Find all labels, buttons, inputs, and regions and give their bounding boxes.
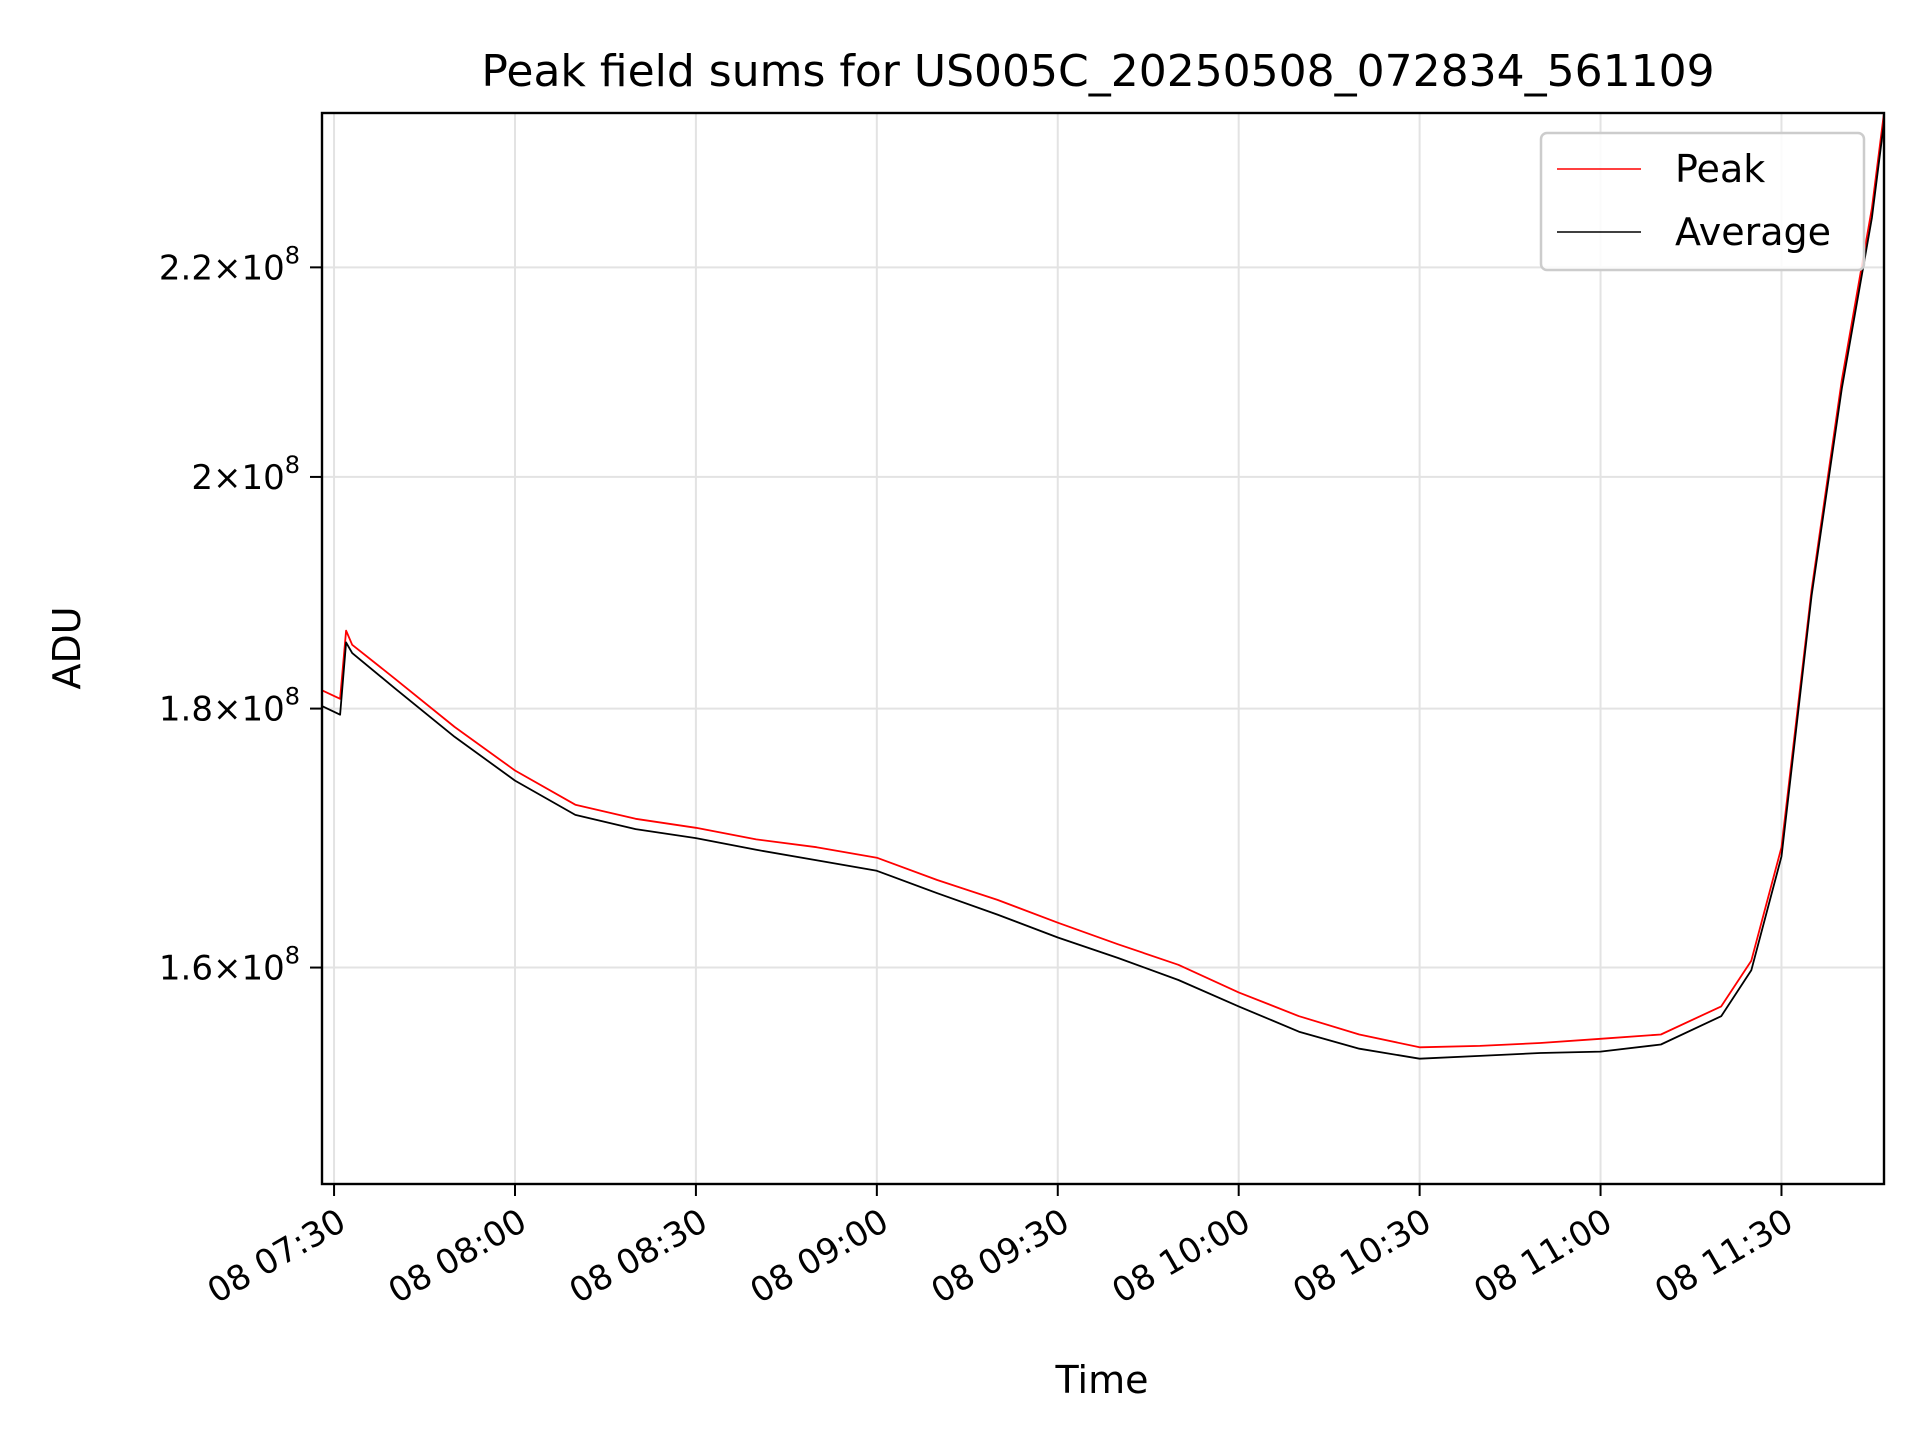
y-tick-label: 1.8×108 <box>159 683 300 730</box>
series-layer <box>321 112 1885 1060</box>
legend: Peak Average <box>1539 131 1866 272</box>
x-tick-label: 08 07:30 <box>201 1201 353 1312</box>
legend-label-peak: Peak <box>1675 147 1765 191</box>
x-tick-label: 08 09:30 <box>925 1201 1077 1312</box>
y-axis-ticks: 1.6×108 1.8×108 2×108 2.2×108 <box>159 241 322 989</box>
y-tick-label: 2×108 <box>191 451 300 498</box>
x-axis-ticks: 08 07:30 08 08:00 08 08:30 08 09:00 08 09:30… <box>201 1184 1800 1312</box>
y-tick-label: 2.2×108 <box>159 241 300 288</box>
x-tick-label: 08 08:30 <box>563 1201 715 1312</box>
grid-lines <box>322 113 1884 1184</box>
plot-frame <box>320 111 1886 1186</box>
x-tick-label: 08 10:30 <box>1286 1201 1438 1312</box>
series-line-average <box>321 122 1885 1060</box>
legend-label-average: Average <box>1675 210 1831 254</box>
x-axis-label: Time <box>1055 1358 1149 1402</box>
series-line-peak <box>321 112 1885 1049</box>
y-tick-label: 1.6×108 <box>159 942 300 989</box>
x-tick-label: 08 08:00 <box>382 1201 534 1312</box>
x-tick-label: 08 09:00 <box>744 1201 896 1312</box>
chart-title: Peak field sums for US005C_20250508_0728… <box>481 46 1714 97</box>
x-tick-label: 08 11:00 <box>1467 1201 1619 1312</box>
legend-box <box>1539 131 1866 272</box>
x-tick-label: 08 11:30 <box>1648 1201 1800 1312</box>
y-axis-label: ADU <box>45 606 89 689</box>
x-tick-label: 08 10:00 <box>1106 1201 1258 1312</box>
